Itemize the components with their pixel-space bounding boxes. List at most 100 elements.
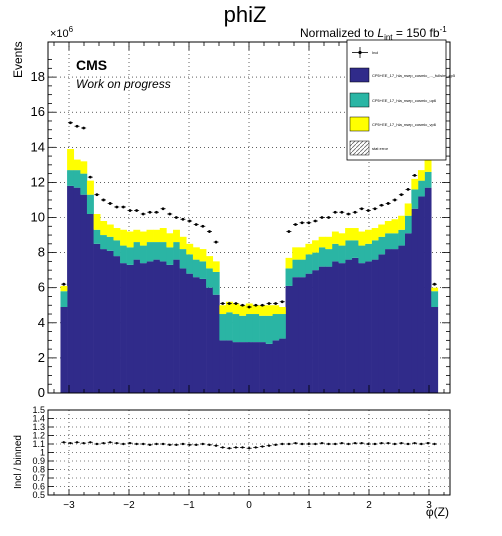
ratio-point (87, 441, 93, 444)
incl-point (365, 209, 371, 212)
ratio-point (187, 443, 193, 447)
incl-point (253, 303, 259, 307)
ratio-point (379, 441, 385, 445)
legend-swatch-stat (349, 140, 370, 156)
incl-point (266, 302, 272, 305)
ratio-point (167, 443, 173, 447)
x-tick-label: 2 (366, 500, 372, 511)
ratio-grid (48, 409, 450, 496)
incl-point (286, 230, 292, 233)
bar-cosmic (67, 185, 75, 393)
bar-vp6 (384, 221, 392, 234)
ratio-point (392, 442, 398, 446)
x-axis-label: φ(Z) (426, 505, 449, 519)
bar-up6 (73, 170, 81, 188)
y-tick-label: 12 (31, 174, 45, 189)
bar-vp6 (278, 307, 286, 315)
incl-point (127, 209, 133, 212)
incl-point (240, 303, 246, 307)
bar-up6 (384, 233, 392, 250)
y-exponent: ×106 (50, 25, 74, 40)
y-tick-label: 18 (31, 69, 45, 84)
ratio-y-ticks: 0.50.60.70.80.911.11.21.31.41.5 (32, 405, 54, 500)
ratio-point (405, 442, 411, 446)
bar-vp6 (199, 249, 207, 262)
bar-up6 (312, 252, 319, 271)
bar-vp6 (60, 285, 68, 292)
ratio-point (61, 441, 67, 444)
bar-up6 (285, 268, 293, 286)
ratio-frame (47, 409, 451, 496)
bar-vp6 (106, 224, 114, 237)
legend-swatch-cosmic (349, 67, 370, 83)
bar-vp6 (80, 161, 88, 174)
bar-up6 (391, 233, 399, 250)
bar-vp6 (331, 231, 339, 244)
bar-cosmic (305, 273, 313, 393)
ratio-point (352, 441, 358, 445)
bar-cosmic (351, 257, 359, 393)
bar-up6 (252, 314, 260, 343)
bar-cosmic (86, 213, 94, 393)
bar-up6 (245, 314, 253, 343)
bar-cosmic (100, 249, 108, 393)
ratio-point (94, 442, 100, 446)
bar-cosmic (126, 264, 134, 393)
bar-up6 (305, 254, 313, 274)
ratio-x-ticks: −3 −2 −1 0 1 2 3 (53, 489, 445, 511)
cms-sublabel: Work on progress (76, 77, 171, 91)
bar-up6 (265, 315, 273, 344)
bar-cosmic (312, 270, 319, 393)
ratio-y-tick-label: 1.1 (32, 439, 45, 449)
incl-point (220, 302, 226, 305)
ratio-point (134, 442, 140, 446)
ratio-point (273, 443, 279, 447)
legend-swatch-up6 (349, 92, 370, 108)
y-tick-label: 8 (38, 245, 45, 260)
bar-cosmic (239, 342, 247, 393)
bar-vp6 (67, 149, 75, 171)
bar-vp6 (325, 236, 333, 250)
incl-point (160, 207, 166, 211)
ratio-points (61, 441, 438, 450)
incl-point (306, 221, 312, 225)
bar-vp6 (120, 229, 127, 246)
bar-vp6 (411, 178, 419, 190)
bar-up6 (417, 180, 425, 197)
x-tick-label: 0 (246, 500, 252, 511)
ratio-y-tick-label: 0.7 (32, 473, 45, 483)
chart-title: phiZ (224, 2, 267, 27)
bar-up6 (232, 314, 240, 343)
ratio-y-tick-label: 1.2 (32, 431, 45, 441)
bar-up6 (424, 171, 432, 188)
bar-up6 (278, 314, 286, 339)
bar-up6 (404, 215, 412, 234)
bar-vp6 (133, 229, 141, 243)
incl-point (273, 302, 279, 305)
bar-vp6 (166, 233, 174, 248)
incl-point (405, 188, 411, 191)
incl-point (147, 210, 153, 214)
bar-cosmic (212, 294, 220, 393)
bar-up6 (80, 173, 88, 195)
ratio-point (286, 442, 292, 446)
bar-up6 (331, 243, 339, 262)
bar-up6 (351, 240, 359, 258)
bar-up6 (225, 312, 233, 341)
legend-label-stat: stat error (372, 146, 389, 151)
bar-cosmic (232, 342, 240, 393)
bar-vp6 (73, 159, 81, 171)
ratio-point (200, 442, 206, 446)
incl-point (372, 207, 378, 211)
bar-cosmic (371, 259, 379, 393)
ratio-point (306, 442, 312, 446)
incl-point (74, 124, 80, 128)
bar-up6 (199, 261, 207, 279)
bar-cosmic (278, 338, 286, 393)
legend-item-incl: Incl (352, 47, 378, 58)
ratio-point (153, 442, 159, 446)
y-tick-label: 14 (31, 139, 45, 154)
bar-cosmic (146, 261, 154, 393)
main-plot: 0 2 4 6 8 10 12 14 16 18 (31, 41, 451, 400)
ratio-point (67, 441, 73, 445)
